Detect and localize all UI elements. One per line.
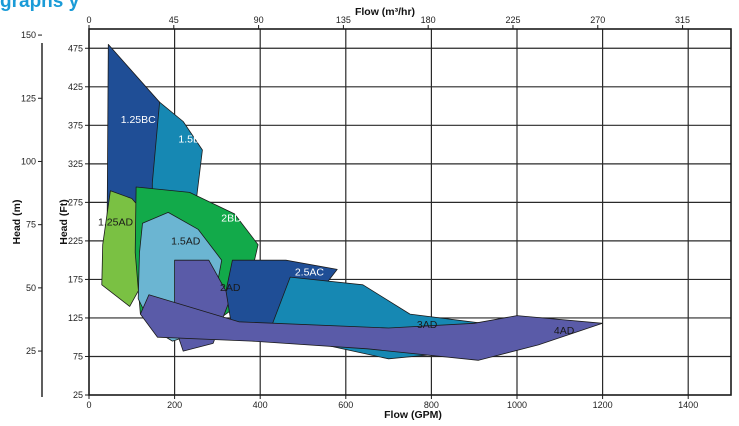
region-label-4ad: 4AD bbox=[554, 325, 575, 337]
x-axis-top-title: Flow (m³/hr) bbox=[355, 6, 415, 18]
y-inner-tick-label: 425 bbox=[68, 82, 83, 92]
y-outer-tick-label: 150 bbox=[21, 30, 36, 40]
region-label-2ad: 2AD bbox=[220, 282, 241, 294]
y-outer-tick-label: 100 bbox=[21, 156, 36, 166]
y-inner-tick-label: 175 bbox=[68, 274, 83, 284]
y-inner-tick-label: 75 bbox=[73, 351, 83, 361]
x-bottom-tick-label: 1400 bbox=[678, 400, 698, 410]
y-inner-tick-label: 125 bbox=[68, 313, 83, 323]
x-bottom-tick-label: 600 bbox=[338, 400, 353, 410]
region-label-2-5ac: 2.5AC bbox=[295, 267, 325, 279]
y-outer-tick-label: 75 bbox=[26, 220, 36, 230]
page-heading-fragment: graphs y bbox=[0, 0, 80, 11]
plot-border bbox=[88, 28, 732, 396]
region-label-3ad: 3AD bbox=[417, 319, 438, 331]
y-inner-tick-label: 225 bbox=[68, 236, 83, 246]
y-inner-tick-label: 325 bbox=[68, 159, 83, 169]
pump-curve-regions bbox=[101, 44, 603, 361]
region-label-1-25bc: 1.25BC bbox=[121, 114, 156, 126]
x-top-tick-label: 135 bbox=[336, 15, 351, 25]
region-4ad bbox=[139, 294, 603, 361]
x-bottom-tick-label: 0 bbox=[86, 400, 91, 410]
x-bottom-tick-label: 1200 bbox=[593, 400, 613, 410]
y-outer-tick-label: 50 bbox=[26, 283, 36, 293]
y-outer-tick-label: 25 bbox=[26, 346, 36, 356]
y-inner-tick-label: 475 bbox=[68, 43, 83, 53]
region-label-1-5bc: 1.5BC bbox=[178, 133, 208, 145]
axis-ticks: 0 200 400 600 800 1000 1200 1400 0 45 90 135 180 225 2… bbox=[21, 15, 698, 410]
region-label-2bd: 2BD bbox=[221, 213, 242, 225]
x-top-tick-label: 270 bbox=[590, 15, 605, 25]
region-label-1-5ad: 1.5AD bbox=[171, 236, 201, 248]
x-bottom-tick-label: 200 bbox=[167, 400, 182, 410]
region-label-1-25ad: 1.25AD bbox=[98, 216, 133, 228]
y-axis-inner-title: Head (Ft) bbox=[58, 199, 70, 245]
y-inner-tick-label: 275 bbox=[68, 197, 83, 207]
x-axis-bottom-title: Flow (GPM) bbox=[384, 409, 442, 421]
x-bottom-tick-label: 1000 bbox=[507, 400, 527, 410]
x-bottom-tick-label: 800 bbox=[424, 400, 439, 410]
x-top-tick-label: 315 bbox=[675, 15, 690, 25]
plot-frame bbox=[41, 28, 732, 397]
x-bottom-tick-label: 400 bbox=[253, 400, 268, 410]
y-inner-tick-label: 25 bbox=[73, 390, 83, 400]
x-top-tick-label: 0 bbox=[86, 15, 91, 25]
y-axis-outer-title: Head (m) bbox=[11, 200, 23, 245]
region-labels: 1.25BC 1.5BC 1.25AD 2BD 1.5AD 2AD 2.5AC 3AD 4AD bbox=[98, 114, 575, 337]
x-top-tick-label: 180 bbox=[421, 15, 436, 25]
x-top-tick-label: 225 bbox=[505, 15, 520, 25]
y-inner-tick-label: 375 bbox=[68, 120, 83, 130]
x-top-tick-label: 45 bbox=[169, 15, 179, 25]
x-top-tick-label: 90 bbox=[254, 15, 264, 25]
y-outer-tick-label: 125 bbox=[21, 93, 36, 103]
